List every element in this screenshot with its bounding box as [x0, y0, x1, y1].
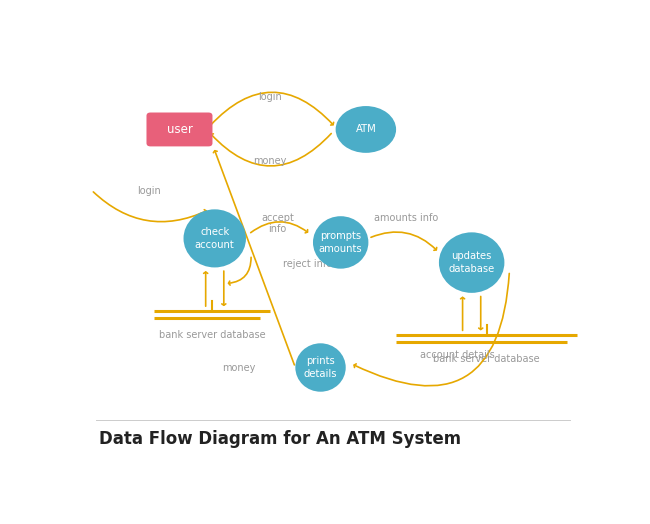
Text: bank server database: bank server database — [434, 354, 540, 364]
Text: Data Flow Diagram for An ATM System: Data Flow Diagram for An ATM System — [99, 430, 461, 448]
Text: user: user — [166, 123, 192, 136]
Text: updates
database: updates database — [448, 252, 495, 274]
Text: login: login — [136, 186, 161, 196]
Text: money: money — [254, 156, 287, 166]
Text: accept
info: accept info — [261, 213, 294, 234]
Text: login: login — [258, 92, 282, 102]
Ellipse shape — [335, 106, 396, 153]
Text: ATM: ATM — [356, 125, 376, 135]
FancyBboxPatch shape — [146, 113, 213, 146]
Text: check
account: check account — [195, 227, 235, 249]
Ellipse shape — [439, 232, 504, 293]
Text: amounts info: amounts info — [374, 213, 438, 223]
Text: prompts
amounts: prompts amounts — [319, 231, 363, 254]
Text: account details: account details — [420, 351, 494, 361]
Ellipse shape — [183, 210, 246, 267]
Text: prints
details: prints details — [304, 356, 337, 379]
Ellipse shape — [313, 216, 369, 269]
Text: bank server database: bank server database — [159, 330, 266, 340]
Ellipse shape — [295, 343, 346, 392]
Text: reject info: reject info — [283, 259, 332, 269]
Text: money: money — [222, 363, 255, 373]
